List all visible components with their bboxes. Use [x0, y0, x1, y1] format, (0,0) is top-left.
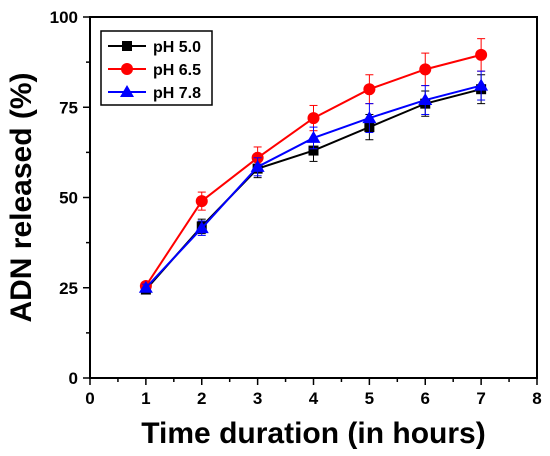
data-point — [307, 112, 320, 125]
data-point — [475, 48, 488, 61]
data-point — [363, 83, 376, 96]
series-triangle — [138, 70, 489, 293]
x-tick-label: 4 — [309, 389, 319, 408]
legend-label: pH 6.5 — [153, 62, 201, 79]
data-point — [418, 93, 433, 106]
legend: pH 5.0 pH 6.5 pH 7.8 — [100, 30, 213, 106]
y-tick-label: 50 — [59, 189, 78, 208]
legend-label: pH 5.0 — [153, 39, 201, 56]
data-point — [250, 159, 265, 172]
x-tick-label: 0 — [85, 389, 94, 408]
x-tick-label: 2 — [197, 389, 206, 408]
x-tick-label: 5 — [365, 389, 374, 408]
data-point — [308, 145, 319, 156]
legend-marker — [121, 63, 133, 75]
x-tick-label: 1 — [141, 389, 150, 408]
series-layer — [138, 38, 489, 295]
y-tick-label: 75 — [59, 98, 78, 117]
x-tick-label: 6 — [421, 389, 430, 408]
legend-label: pH 7.8 — [153, 85, 201, 102]
y-tick-label: 25 — [59, 279, 78, 298]
x-tick-label: 8 — [532, 389, 541, 408]
legend-marker — [120, 85, 134, 97]
x-tick-label: 7 — [476, 389, 485, 408]
data-point — [362, 111, 377, 124]
axis-ticks: 0 1 2 3 4 5 6 7 8 0 25 50 75 100 — [50, 8, 542, 408]
data-point — [138, 280, 153, 293]
y-tick-label: 100 — [50, 8, 78, 27]
x-axis-title: Time duration (in hours) — [141, 417, 485, 450]
data-point — [474, 78, 489, 91]
series-circle — [139, 38, 488, 292]
legend-marker — [122, 41, 132, 51]
y-axis-title: ADN released (%) — [5, 72, 38, 322]
data-point — [195, 195, 208, 208]
y-tick-label: 0 — [69, 369, 78, 388]
data-point — [419, 63, 432, 76]
data-point — [306, 130, 321, 143]
x-tick-label: 3 — [253, 389, 262, 408]
data-point — [194, 221, 209, 234]
